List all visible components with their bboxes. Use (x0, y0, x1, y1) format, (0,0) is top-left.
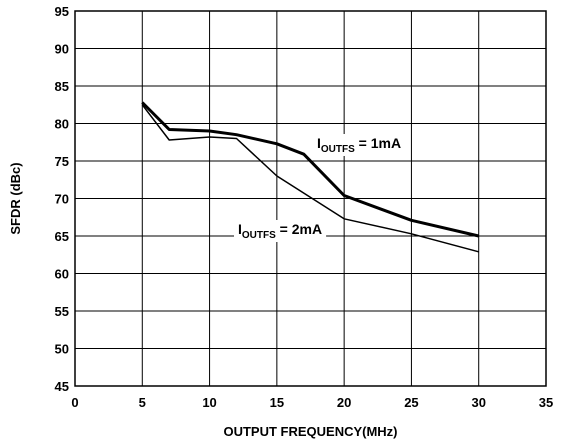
x-tick-label: 35 (539, 395, 553, 410)
annotation-2ma-main: I (238, 221, 242, 237)
x-tick-label: 20 (337, 395, 351, 410)
x-tick-label: 30 (471, 395, 485, 410)
annotation-1ma-main: I (317, 135, 321, 151)
y-tick-label: 55 (55, 304, 69, 319)
x-tick-labels: 0 5 10 15 20 25 30 35 (71, 395, 553, 410)
y-tick-label: 45 (55, 379, 69, 394)
grid (74, 10, 547, 387)
annotation-1ma-sub: OUTFS (321, 144, 355, 155)
x-tick-label: 0 (71, 395, 78, 410)
y-tick-label: 80 (55, 117, 69, 132)
y-tick-label: 95 (55, 4, 69, 19)
series-lines (141, 101, 480, 253)
y-tick-label: 65 (55, 229, 69, 244)
annotation-2ma: IOUTFS = 2mA (234, 220, 327, 242)
y-tick-label: 85 (55, 79, 69, 94)
y-tick-labels: 45 50 55 60 65 70 75 80 85 90 95 (55, 4, 69, 394)
annotation-1ma-rest: = 1mA (355, 135, 401, 151)
x-tick-label: 25 (404, 395, 418, 410)
annotation-1ma: IOUTFS = 1mA (313, 134, 406, 156)
y-tick-label: 75 (55, 154, 69, 169)
x-tick-label: 5 (139, 395, 146, 410)
y-axis-title: SFDR (dBc) (8, 162, 23, 234)
y-tick-label: 50 (55, 342, 69, 357)
x-tick-label: 15 (270, 395, 284, 410)
series-line-2ma (141, 104, 479, 253)
x-tick-label: 10 (202, 395, 216, 410)
plot-frame (74, 10, 547, 387)
svg-text:IOUTFS = 1mA: IOUTFS = 1mA (317, 135, 401, 155)
annotation-2ma-sub: OUTFS (242, 230, 276, 241)
y-tick-label: 60 (55, 267, 69, 282)
svg-text:IOUTFS = 2mA: IOUTFS = 2mA (238, 221, 322, 241)
y-tick-label: 70 (55, 192, 69, 207)
y-tick-label: 90 (55, 42, 69, 57)
x-axis-title: OUTPUT FREQUENCY(MHz) (223, 424, 397, 439)
annotation-2ma-rest: = 2mA (276, 221, 322, 237)
series-line-1ma (141, 101, 480, 238)
